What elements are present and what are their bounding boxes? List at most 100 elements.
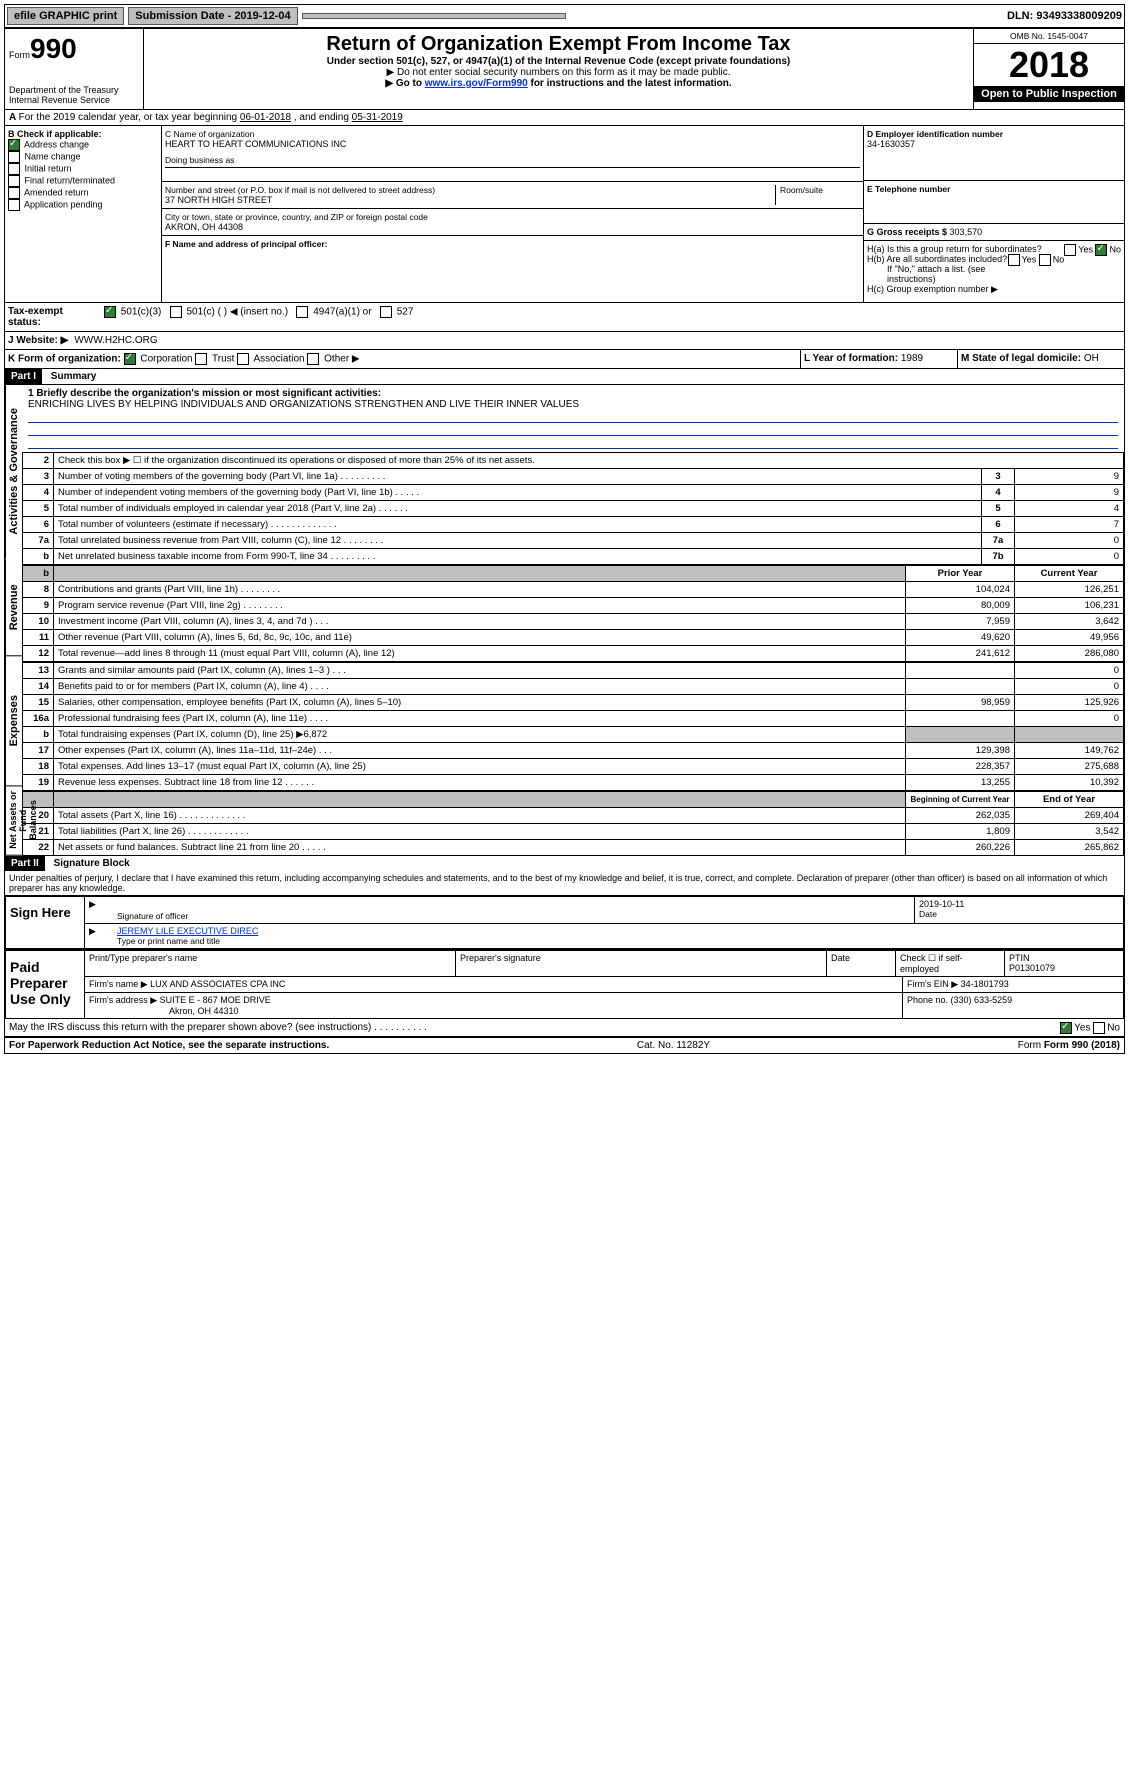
- side-gov: Activities & Governance: [5, 385, 22, 559]
- k-opt2: Association: [253, 354, 304, 365]
- irs-link[interactable]: www.irs.gov/Form990: [425, 78, 528, 89]
- part2-header: Part II Signature Block: [5, 856, 1124, 871]
- street: 37 NORTH HIGH STREET: [165, 195, 775, 205]
- b-title: B Check if applicable:: [8, 129, 158, 139]
- col-B: B Check if applicable: Address change Na…: [5, 126, 162, 302]
- chk-Name change[interactable]: [8, 151, 20, 163]
- sig-officer-lbl: Signature of officer: [117, 911, 910, 921]
- tax-year: 2018: [974, 44, 1124, 86]
- governance-table: 2Check this box ▶ ☐ if the organization …: [22, 452, 1124, 565]
- org-name: HEART TO HEART COMMUNICATIONS INC: [165, 139, 860, 149]
- chk-Address change[interactable]: [8, 139, 20, 151]
- m-label: M State of legal domicile:: [961, 353, 1084, 364]
- dln: DLN: 93493338009209: [1007, 10, 1122, 22]
- period-mid: , and ending: [291, 112, 352, 123]
- f-label: F Name and address of principal officer:: [165, 239, 860, 249]
- k-corp[interactable]: [124, 353, 136, 365]
- hb2-text: If "No," attach a list. (see instruction…: [867, 264, 1121, 284]
- period-begin: 06-01-2018: [240, 112, 291, 123]
- addr-lbl: Number and street (or P.O. box if mail i…: [165, 185, 775, 195]
- subtitle-3: ▶ Go to www.irs.gov/Form990 for instruct…: [148, 78, 969, 89]
- top-bar: efile GRAPHIC print Submission Date - 20…: [4, 4, 1125, 28]
- paid-title: Paid Preparer Use Only: [6, 951, 85, 1018]
- phone-cell: E Telephone number: [864, 181, 1124, 224]
- ein-lbl: D Employer identification number: [867, 129, 1121, 139]
- section-BC-DG: B Check if applicable: Address change Na…: [5, 126, 1124, 303]
- col-DG: D Employer identification number 34-1630…: [863, 126, 1124, 302]
- expense-table: 13Grants and similar amounts paid (Part …: [22, 662, 1124, 791]
- firm-addr1: SUITE E - 867 MOE DRIVE: [160, 995, 271, 1005]
- arrow-icon: ▶: [85, 897, 113, 923]
- firm-name: LUX AND ASSOCIATES CPA INC: [150, 979, 285, 989]
- sig-date-lbl: Date: [919, 909, 1119, 919]
- firm-phone-lbl: Phone no.: [907, 995, 951, 1005]
- chk-Final return/terminated[interactable]: [8, 175, 20, 187]
- sign-here: Sign Here: [6, 897, 85, 948]
- chk-Application pending[interactable]: [8, 199, 20, 211]
- chk-Initial return[interactable]: [8, 163, 20, 175]
- ha-text: H(a) Is this a group return for subordin…: [867, 244, 1042, 254]
- omb: OMB No. 1545-0047: [974, 29, 1124, 44]
- city-lbl: City or town, state or province, country…: [165, 212, 860, 222]
- side-exp: Expenses: [5, 656, 22, 786]
- row-A-period: A For the 2019 calendar year, or tax yea…: [5, 110, 1124, 126]
- hb-no[interactable]: [1039, 254, 1051, 266]
- gross-val: 303,570: [950, 227, 983, 237]
- officer-name[interactable]: JEREMY LILE EXECUTIVE DIREC: [117, 926, 258, 936]
- k-label: K Form of organization:: [8, 354, 121, 365]
- ein-cell: D Employer identification number 34-1630…: [864, 126, 1124, 181]
- period-end: 05-31-2019: [352, 112, 403, 123]
- row-J: J Website: ▶ WWW.H2HC.ORG: [5, 332, 1124, 350]
- row-I: Tax-exempt status: 501(c)(3) 501(c) ( ) …: [5, 303, 1124, 332]
- i-4947[interactable]: [296, 306, 308, 318]
- form-label: Form: [9, 50, 30, 60]
- city: AKRON, OH 44308: [165, 222, 860, 232]
- i-501c[interactable]: [170, 306, 182, 318]
- perjury-text: Under penalties of perjury, I declare th…: [5, 871, 1124, 895]
- footer-right: Form Form 990 (2018): [1018, 1040, 1120, 1051]
- prep-date-lbl: Date: [827, 951, 896, 976]
- firm-addr2: Akron, OH 44310: [89, 1006, 239, 1016]
- blank-btn: [302, 13, 566, 19]
- j-label: Website: ▶: [16, 335, 68, 346]
- discuss-no[interactable]: [1093, 1022, 1105, 1034]
- k-trust[interactable]: [195, 353, 207, 365]
- begin-hdr: Beginning of Current Year: [906, 792, 1015, 808]
- room-lbl: Room/suite: [775, 185, 860, 205]
- side-net: Net Assets or Fund Balances: [5, 786, 22, 856]
- chk-Amended return[interactable]: [8, 187, 20, 199]
- gross-cell: G Gross receipts $ 303,570: [864, 224, 1124, 241]
- paid-preparer-block: Paid Preparer Use Only Print/Type prepar…: [5, 949, 1124, 1019]
- efile-btn[interactable]: efile GRAPHIC print: [7, 7, 124, 25]
- net-table: Beginning of Current YearEnd of Year 20T…: [22, 791, 1124, 856]
- end-hdr: End of Year: [1015, 792, 1124, 808]
- k-opt1: Trust: [212, 354, 234, 365]
- i-501c3[interactable]: [104, 306, 116, 318]
- footer-mid: Cat. No. 11282Y: [637, 1040, 710, 1051]
- part1-title: Summary: [45, 369, 103, 384]
- i-opt3: 527: [397, 307, 414, 318]
- footer-form: Form 990 (2018): [1044, 1040, 1120, 1051]
- ha-no[interactable]: [1095, 244, 1107, 256]
- form-number: 990: [30, 33, 77, 64]
- addr-cell: Number and street (or P.O. box if mail i…: [162, 182, 863, 209]
- discuss-yes[interactable]: [1060, 1022, 1072, 1034]
- k-assoc[interactable]: [237, 353, 249, 365]
- ha-yes[interactable]: [1064, 244, 1076, 256]
- i-label: Tax-exempt status:: [5, 303, 101, 331]
- org-name-cell: C Name of organization HEART TO HEART CO…: [162, 126, 863, 182]
- ein: 34-1630357: [867, 139, 1121, 149]
- hb-yes[interactable]: [1008, 254, 1020, 266]
- mission-text: ENRICHING LIVES BY HELPING INDIVIDUALS A…: [28, 399, 1118, 410]
- period-text: For the 2019 calendar year, or tax year …: [19, 112, 240, 123]
- summary-body: Activities & Governance Revenue Expenses…: [5, 385, 1124, 856]
- website: WWW.H2HC.ORG: [71, 332, 160, 349]
- i-527[interactable]: [380, 306, 392, 318]
- k-other[interactable]: [307, 353, 319, 365]
- part2-title: Signature Block: [48, 856, 136, 871]
- ptin: P01301079: [1009, 963, 1055, 973]
- mission-prompt: 1 Briefly describe the organization's mi…: [28, 388, 1118, 399]
- submission-btn[interactable]: Submission Date - 2019-12-04: [128, 7, 297, 25]
- org-name-lbl: C Name of organization: [165, 129, 860, 139]
- part1-header: Part I Summary: [5, 369, 1124, 385]
